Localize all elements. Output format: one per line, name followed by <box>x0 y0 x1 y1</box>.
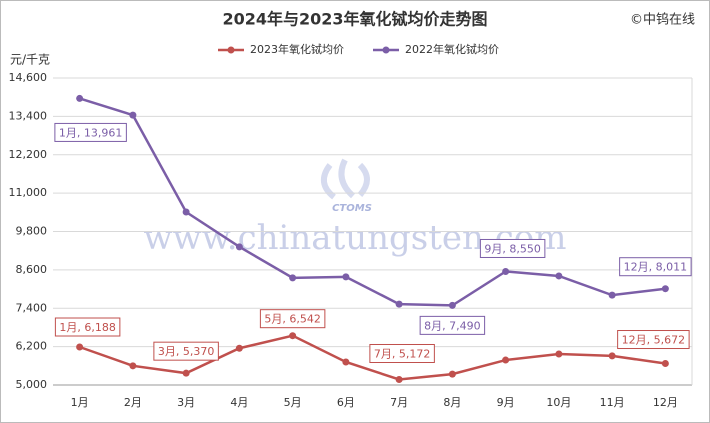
x-tick-label: 2月 <box>124 396 142 409</box>
point <box>289 274 297 282</box>
point <box>448 301 456 309</box>
legend-label: 2023年氧化铽均价 <box>250 42 344 56</box>
data-label: 8月, 7,490 <box>424 319 480 332</box>
data-label: 7月, 5,172 <box>374 347 430 360</box>
y-tick-label: 9,800 <box>16 225 48 238</box>
legend-label: 2022年氧化铽均价 <box>405 42 499 56</box>
x-tick-label: 6月 <box>337 396 355 409</box>
point <box>76 343 84 351</box>
chart-title: 2024年与2023年氧化铽均价走势图 <box>222 10 487 29</box>
data-label: 12月, 8,011 <box>624 261 687 274</box>
y-axis-label: 元/千克 <box>10 53 50 67</box>
data-label: 1月, 13,961 <box>59 126 122 139</box>
y-tick-label: 14,600 <box>9 71 48 84</box>
point <box>448 370 456 378</box>
x-tick-label: 3月 <box>177 396 195 409</box>
data-label: 9月, 8,550 <box>484 242 540 255</box>
label-box <box>479 238 546 258</box>
point <box>129 362 137 370</box>
x-tick-label: 9月 <box>497 396 515 409</box>
y-tick-label: 11,000 <box>9 186 48 199</box>
point <box>661 360 669 368</box>
data-label: 12月, 5,672 <box>622 334 685 347</box>
point <box>395 375 403 383</box>
x-tick-label: 1月 <box>71 396 89 409</box>
legend-marker <box>227 46 235 54</box>
y-tick-label: 6,200 <box>16 340 48 353</box>
y-tick-label: 5,000 <box>16 378 48 391</box>
point <box>182 369 190 377</box>
point <box>502 356 510 364</box>
x-tick-label: 8月 <box>443 396 461 409</box>
label-box <box>54 122 127 142</box>
x-tick-label: 12月 <box>653 396 678 409</box>
label-box <box>619 257 692 277</box>
logo-text: CTOMS <box>332 203 372 214</box>
data-label: 5月, 6,542 <box>264 313 320 326</box>
x-tick-label: 5月 <box>284 396 302 409</box>
y-tick-label: 13,400 <box>9 109 48 122</box>
y-tick-label: 7,400 <box>16 301 48 314</box>
point <box>608 352 616 360</box>
copyright: ©中钨在线 <box>630 12 695 28</box>
point <box>555 272 563 280</box>
point <box>608 291 616 299</box>
label-box <box>617 330 690 350</box>
point <box>76 94 84 102</box>
label-box <box>419 315 486 335</box>
label-box <box>369 343 435 363</box>
point <box>129 111 137 119</box>
point <box>342 273 350 281</box>
label-box <box>153 341 219 361</box>
y-tick-label: 8,600 <box>16 263 48 276</box>
point <box>342 358 350 366</box>
data-label: 1月, 6,188 <box>59 321 115 334</box>
label-box <box>259 309 326 329</box>
point <box>661 285 669 293</box>
legend-marker <box>382 46 390 54</box>
series-line <box>79 97 666 307</box>
data-label: 3月, 5,370 <box>158 345 214 358</box>
point <box>502 267 510 275</box>
point <box>235 243 243 251</box>
point <box>555 350 563 358</box>
point <box>289 332 297 340</box>
y-tick-label: 12,200 <box>9 148 48 161</box>
series-line <box>79 334 666 381</box>
point <box>395 300 403 308</box>
x-tick-label: 4月 <box>230 396 248 409</box>
label-box <box>54 317 121 337</box>
x-tick-label: 10月 <box>546 396 571 409</box>
x-tick-label: 7月 <box>390 396 408 409</box>
point <box>235 344 243 352</box>
x-tick-label: 11月 <box>600 396 625 409</box>
point <box>182 208 190 216</box>
